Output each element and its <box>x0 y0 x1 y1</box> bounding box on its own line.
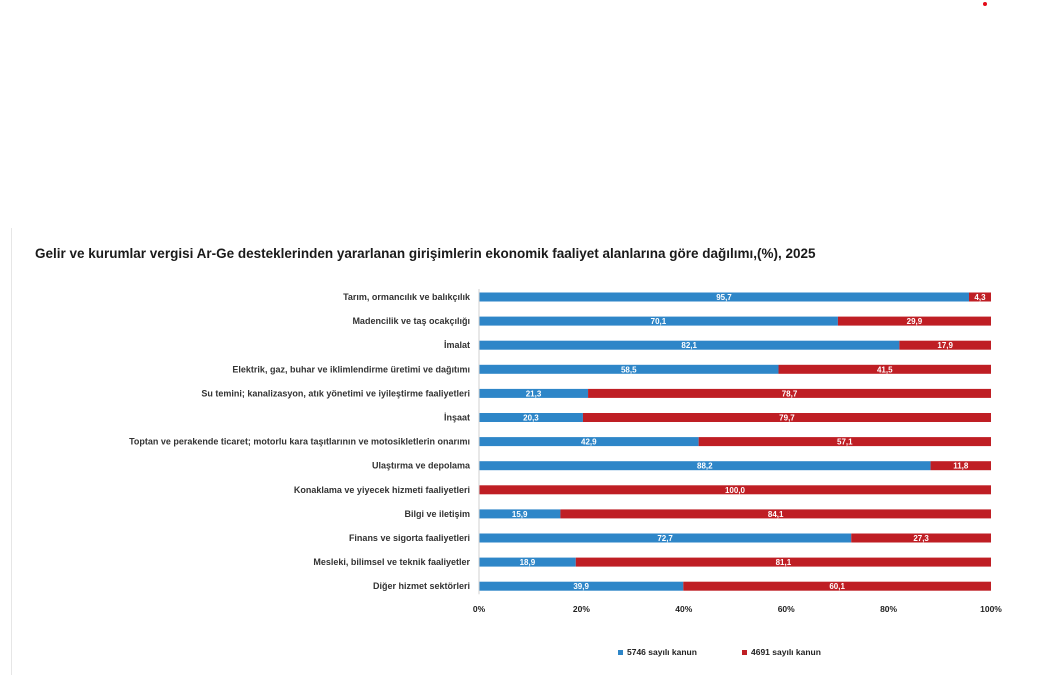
category-label: Toptan ve perakende ticaret; motorlu kar… <box>129 437 470 447</box>
bar-segment-4691 <box>851 533 991 543</box>
data-label: 42,9 <box>581 438 597 447</box>
x-tick-label: 100% <box>980 604 1002 614</box>
bar-segment-5746 <box>479 316 838 326</box>
bar-segment-4691 <box>575 557 991 567</box>
bar-segment-4691 <box>778 364 991 374</box>
category-label: İmalat <box>444 340 470 350</box>
data-label: 100,0 <box>725 486 746 495</box>
category-label: Su temini; kanalizasyon, atık yönetimi v… <box>201 388 470 398</box>
data-label: 72,7 <box>657 534 673 543</box>
category-label: Bilgi ve iletişim <box>404 509 470 519</box>
data-label: 81,1 <box>776 558 792 567</box>
x-tick-label: 60% <box>778 604 795 614</box>
bar-segment-4691 <box>560 509 991 519</box>
legend-item-5746: 5746 sayılı kanun <box>618 647 697 657</box>
data-label: 27,3 <box>913 534 929 543</box>
bar-segment-4691 <box>837 316 991 326</box>
bar-segment-5746 <box>479 388 589 398</box>
data-label: 41,5 <box>877 365 893 374</box>
bar-segment-4691 <box>479 485 991 495</box>
bar-segment-5746 <box>479 364 779 374</box>
data-label: 78,7 <box>782 389 798 398</box>
bar-segment-4691 <box>582 413 991 422</box>
legend-item-4691: 4691 sayılı kanun <box>742 647 821 657</box>
data-label: 70,1 <box>651 317 667 326</box>
bar-segment-4691 <box>930 461 991 471</box>
bar-segment-5746 <box>479 509 561 519</box>
data-label: 11,8 <box>953 462 969 471</box>
bar-segment-4691 <box>683 581 991 591</box>
data-label: 84,1 <box>768 510 784 519</box>
data-label: 95,7 <box>716 293 732 302</box>
data-label: 18,9 <box>520 558 536 567</box>
legend-swatch-4691 <box>742 649 747 655</box>
bar-segment-4691 <box>968 292 991 302</box>
data-label: 21,3 <box>526 389 542 398</box>
category-label: Finans ve sigorta faaliyetleri <box>349 533 470 543</box>
category-label: Ulaştırma ve depolama <box>372 461 471 471</box>
x-tick-label: 20% <box>573 604 590 614</box>
category-label: Konaklama ve yiyecek hizmeti faaliyetler… <box>294 485 470 495</box>
chart-title: Gelir ve kurumlar vergisi Ar-Ge destekle… <box>35 246 816 261</box>
data-label: 88,2 <box>697 462 713 471</box>
x-tick-label: 80% <box>880 604 897 614</box>
data-label: 79,7 <box>779 414 795 423</box>
bar-segment-4691 <box>899 340 991 350</box>
data-label: 39,9 <box>573 582 589 591</box>
data-label: 60,1 <box>829 582 845 591</box>
data-label: 4,3 <box>974 293 986 302</box>
data-label: 15,9 <box>512 510 528 519</box>
data-label: 17,9 <box>937 341 953 350</box>
bar-segment-5746 <box>479 581 684 591</box>
bar-segment-4691 <box>588 388 991 398</box>
data-label: 29,9 <box>907 317 923 326</box>
category-label: Mesleki, bilimsel ve teknik faaliyetler <box>313 557 470 567</box>
bar-segment-5746 <box>479 292 969 302</box>
category-label: İnşaat <box>444 413 470 423</box>
bar-segment-4691 <box>698 437 991 447</box>
bar-segment-5746 <box>479 557 576 567</box>
legend-swatch-5746 <box>618 649 623 655</box>
bar-segment-5746 <box>479 437 699 447</box>
category-label: Elektrik, gaz, buhar ve iklimlendirme ür… <box>232 364 470 374</box>
bar-segment-5746 <box>479 340 900 350</box>
category-label: Tarım, ormancılık ve balıkçılık <box>343 292 471 302</box>
data-label: 82,1 <box>681 341 697 350</box>
data-label: 20,3 <box>523 414 539 423</box>
bar-segment-5746 <box>479 533 852 543</box>
bar-segment-5746 <box>479 413 583 422</box>
red-dot-decoration <box>983 2 987 6</box>
category-label: Diğer hizmet sektörleri <box>373 581 470 591</box>
panel-divider <box>11 228 12 675</box>
data-label: 58,5 <box>621 365 637 374</box>
x-tick-label: 40% <box>675 604 692 614</box>
legend-label-5746: 5746 sayılı kanun <box>627 647 697 657</box>
category-label: Madencilik ve taş ocakçılığı <box>352 316 470 326</box>
x-tick-label: 0% <box>473 604 486 614</box>
legend-label-4691: 4691 sayılı kanun <box>751 647 821 657</box>
data-label: 57,1 <box>837 438 853 447</box>
bar-segment-5746 <box>479 461 931 471</box>
